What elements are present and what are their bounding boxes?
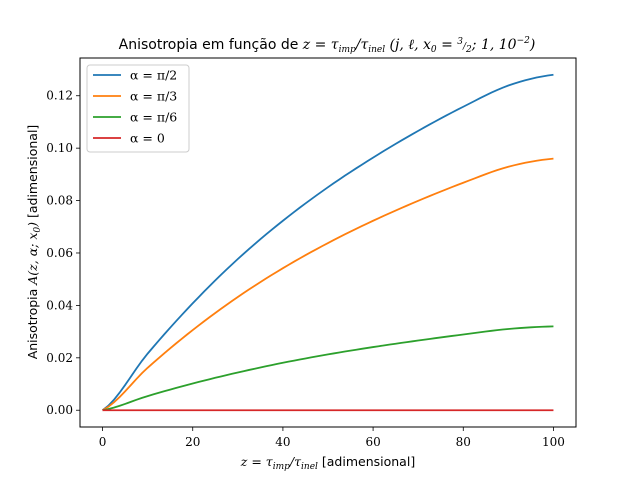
x-tick-label: 60 [365,435,380,449]
x-tick-label: 0 [99,435,107,449]
chart-title-frac-num: 3 [457,37,463,47]
chart-title-sub2: inel [368,45,385,55]
chart-title-params-end: ; 1, 10 [471,37,517,53]
chart-title-params: (j, ℓ, x [385,37,431,53]
y-tick-label: 0.12 [46,89,73,103]
y-label-sub: 0 [33,227,43,233]
y-axis-label: Anisotropia A(z, α; x0) [adimensional] [25,125,43,360]
y-tick-label: 0.08 [46,194,73,208]
x-tick-label: 80 [456,435,471,449]
legend: α = π/2 α = π/3 α = π/6 α = 0 [86,64,190,153]
series-line-0 [101,73,554,411]
chart-title-frac-den: 2 [465,45,472,55]
series-line-1 [102,157,554,412]
y-tick-label: 0.02 [46,351,73,365]
series-lines [101,73,554,412]
chart-title-sub1: imp [339,45,356,55]
x-label-text: [adimensional] [318,454,415,469]
legend-label-0: α = π/2 [130,68,177,83]
series-line-2 [102,325,554,412]
x-label-slash: /τ [289,454,302,469]
legend-label-1: α = π/3 [130,89,177,104]
x-tick-label: 100 [542,435,565,449]
tick-group: 0 20 40 60 80 100 0.00 0.02 0.04 0.06 0.08 0.10 0.12 [46,89,565,449]
y-tick-label: 0.10 [46,141,73,155]
x-label-sub2: inel [301,462,318,472]
x-label-math-main: z = τ [240,454,274,469]
chart-title-slash: /τ [354,37,369,53]
y-label-text: [adimensional] [25,125,40,222]
y-label-math-end: ) [25,222,40,228]
x-axis-label: z = τimp/τinel [adimensional] [240,454,415,472]
chart-title-close: ) [529,37,535,53]
x-tick-label: 40 [275,435,290,449]
legend-label-3: α = 0 [130,131,165,146]
legend-box [86,64,190,153]
y-tick-label: 0.00 [46,403,73,417]
y-tick-label: 0.06 [46,246,73,260]
chart-title-params-rest: = [437,37,458,53]
chart-title-exp: −2 [517,36,531,46]
y-tick-label: 0.04 [46,298,73,312]
chart-title-math-main: z = τ [302,37,339,53]
y-label-prefix: Anisotropia [25,285,40,360]
y-label-math: A(z, α; x [25,233,40,286]
legend-label-2: α = π/6 [130,110,177,125]
chart-title-prefix: Anisotropia em função de [119,37,303,53]
chart-title-params-sub: 0 [431,45,437,55]
plot-area-frame [79,57,577,428]
x-label-sub1: imp [273,462,290,472]
chart-title: Anisotropia em função de z = τimp/τinel … [119,36,536,55]
x-tick-label: 20 [185,435,200,449]
